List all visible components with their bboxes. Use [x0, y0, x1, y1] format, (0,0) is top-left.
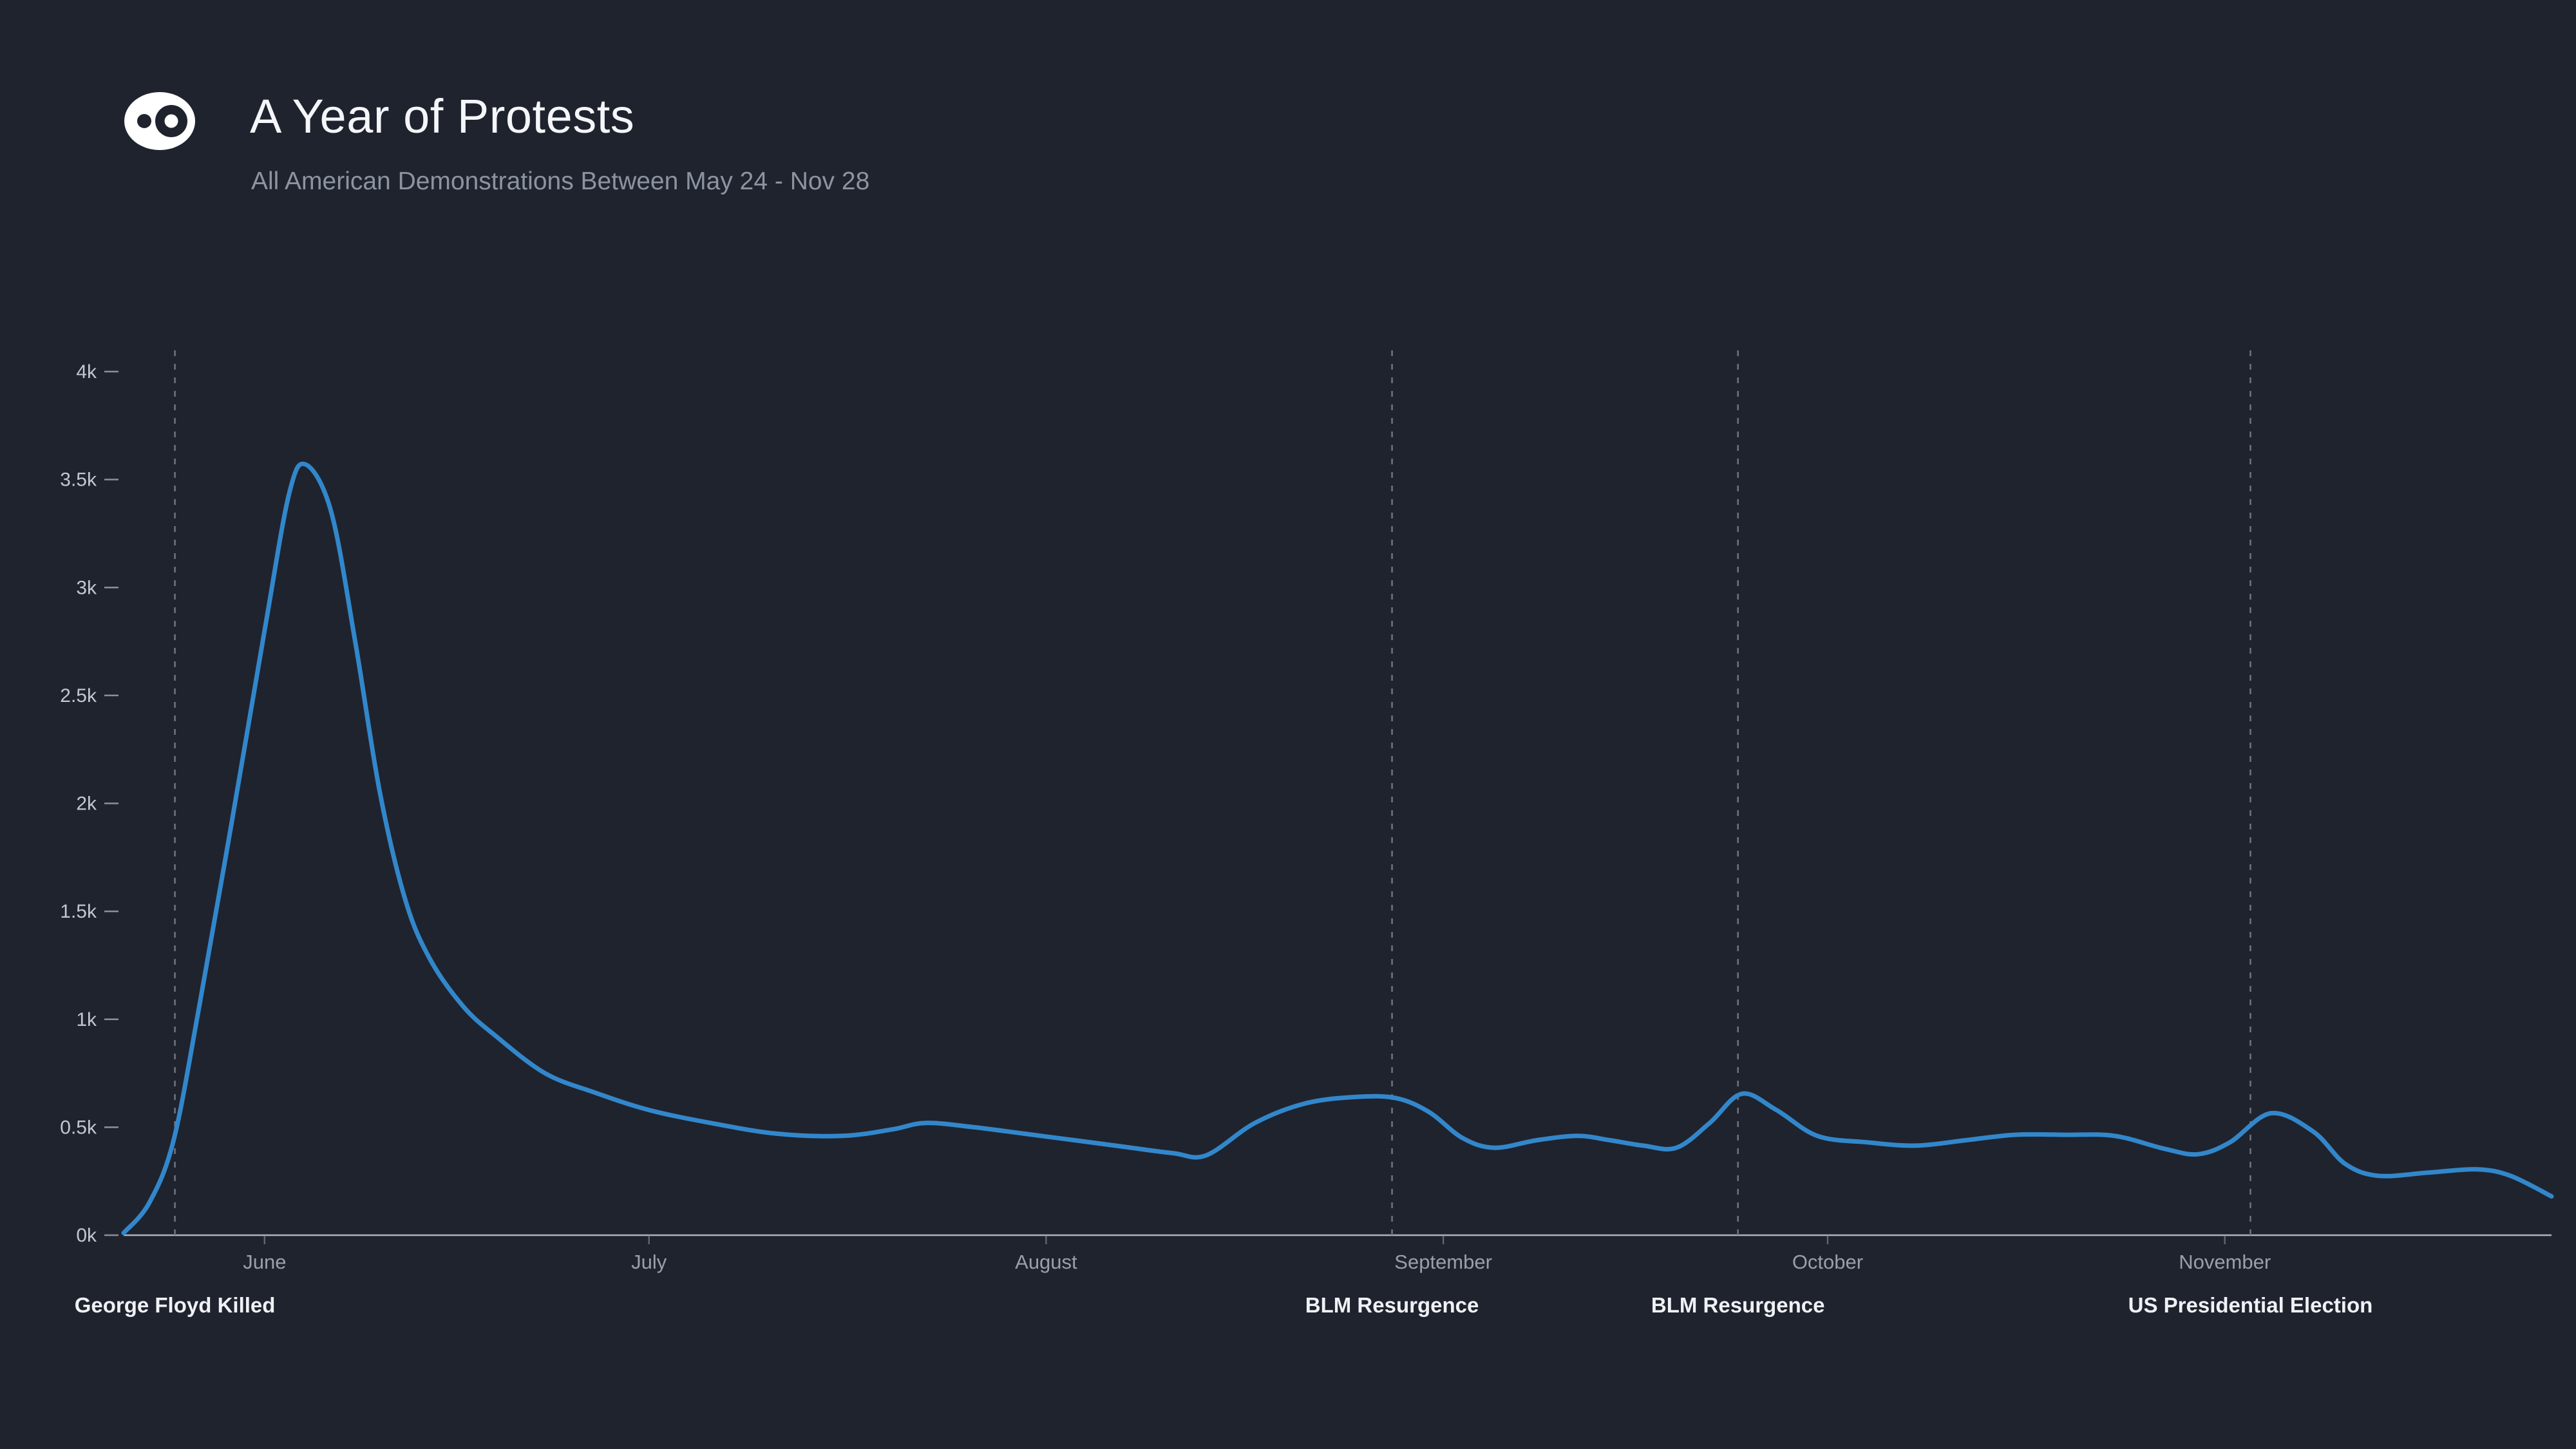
annotation-label: US Presidential Election [2128, 1293, 2373, 1317]
x-axis-label: June [243, 1251, 286, 1273]
x-axis-label: July [631, 1251, 667, 1273]
y-axis-label: 1.5k [60, 901, 97, 922]
blob-eyes-logo-svg [124, 92, 195, 150]
x-axis-label: November [2179, 1251, 2271, 1273]
page-subtitle: All American Demonstrations Between May … [251, 167, 870, 195]
y-axis-label: 0.5k [60, 1117, 97, 1138]
header-titles: A Year of Protests All American Demonstr… [250, 89, 869, 196]
annotation-label: George Floyd Killed [75, 1293, 276, 1317]
logo-icon [124, 89, 196, 153]
y-axis-label: 3.5k [60, 469, 97, 491]
y-axis-label: 2k [76, 793, 97, 815]
y-axis-label: 2.5k [60, 685, 97, 706]
page-title: A Year of Protests [250, 90, 635, 143]
x-axis-label: September [1394, 1251, 1492, 1273]
annotation-label: BLM Resurgence [1305, 1293, 1479, 1317]
x-axis-label: August [1015, 1251, 1077, 1273]
y-axis-label: 1k [76, 1009, 97, 1030]
y-axis-label: 3k [76, 577, 97, 598]
header: A Year of Protests All American Demonstr… [124, 89, 869, 196]
annotation-label: BLM Resurgence [1651, 1293, 1825, 1317]
x-axis-label: October [1792, 1251, 1863, 1273]
data-line [121, 461, 2554, 1236]
y-axis-label: 0k [76, 1225, 97, 1246]
y-axis-label: 4k [76, 361, 97, 383]
